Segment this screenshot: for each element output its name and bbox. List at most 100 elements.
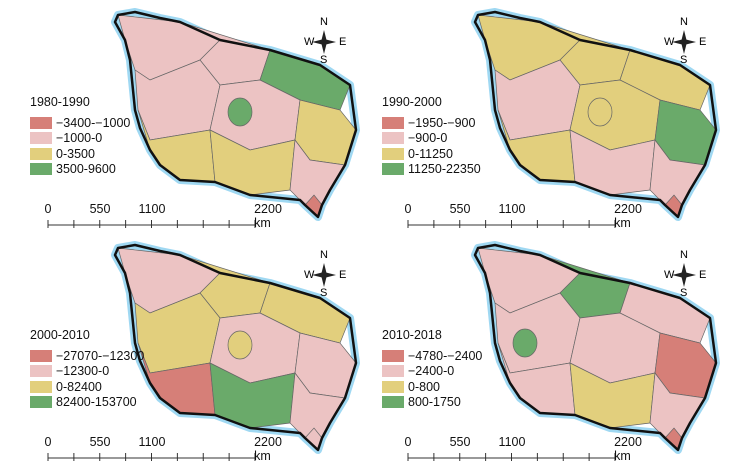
compass-e-label: E bbox=[339, 269, 347, 281]
legend-item: −4780-−2400 bbox=[382, 348, 482, 364]
legend-title: 1990-2000 bbox=[382, 95, 442, 109]
compass-e-label: E bbox=[699, 36, 707, 48]
scale-label: 1100 bbox=[498, 435, 526, 449]
legend-swatch bbox=[30, 380, 52, 393]
legend: 1990-2000 −1950-−900 −900-0 0-11250 11250-22… bbox=[382, 95, 481, 177]
legend-swatch bbox=[30, 365, 52, 378]
scale-label: 550 bbox=[89, 435, 111, 449]
region bbox=[227, 330, 253, 360]
compass-e-label: E bbox=[699, 269, 707, 281]
compass-s-label: S bbox=[320, 54, 328, 66]
map-panel-1980-1990: N S W E 1980-1990 −3400-−1000 −1000-0 0-3500 350… bbox=[0, 0, 366, 233]
legend-swatch bbox=[382, 349, 404, 362]
legend: 2010-2018 −4780-−2400 −2400-0 0-800 800-1750 bbox=[382, 328, 482, 410]
scale-label: 0 bbox=[44, 202, 52, 216]
legend-swatch bbox=[382, 163, 404, 176]
scale-label: 0 bbox=[44, 435, 52, 449]
legend-item: −12300-0 bbox=[30, 364, 144, 380]
compass-needle-we bbox=[312, 39, 336, 45]
scale-label: 2200 km bbox=[614, 435, 642, 463]
scale-label: 550 bbox=[89, 202, 111, 216]
compass-w-label: W bbox=[664, 36, 675, 48]
legend-swatch bbox=[30, 116, 52, 129]
legend-item: −1950-−900 bbox=[382, 115, 481, 131]
compass-s-label: S bbox=[320, 287, 328, 299]
plateau-boundary bbox=[113, 10, 358, 219]
legend-swatch bbox=[382, 116, 404, 129]
legend-item: −1000-0 bbox=[30, 131, 130, 147]
legend: 2000-2010 −27070-−12300 −12300-0 0-82400 824… bbox=[30, 328, 144, 410]
scale-label: 0 bbox=[404, 202, 412, 216]
compass-needle-we bbox=[672, 272, 696, 278]
map-panel-2010-2018: N S W E 2010-2018 −4780-−2400 −2400-0 0-800 800-… bbox=[360, 233, 726, 466]
legend-title: 2000-2010 bbox=[30, 328, 90, 342]
compass-e-label: E bbox=[339, 36, 347, 48]
legend-label: 82400-153700 bbox=[56, 395, 137, 410]
legend-item: 82400-153700 bbox=[30, 395, 144, 411]
legend: 1980-1990 −3400-−1000 −1000-0 0-3500 3500-96… bbox=[30, 95, 130, 177]
legend-label: −1000-0 bbox=[56, 131, 103, 146]
legend-label: −4780-−2400 bbox=[408, 348, 483, 363]
legend-swatch bbox=[30, 163, 52, 176]
legend-swatch bbox=[30, 132, 52, 145]
legend-item: 0-11250 bbox=[382, 146, 481, 162]
legend-label: 0-800 bbox=[408, 379, 440, 394]
scale-label: 2200 km bbox=[254, 435, 282, 463]
legend-label: 0-82400 bbox=[56, 379, 102, 394]
legend-swatch bbox=[30, 396, 52, 409]
legend-item: −2400-0 bbox=[382, 364, 482, 380]
plateau-boundary bbox=[473, 10, 718, 219]
legend-swatch bbox=[382, 365, 404, 378]
compass-n-label: N bbox=[680, 16, 688, 28]
legend-item: 0-800 bbox=[382, 379, 482, 395]
scale-label: 1100 bbox=[138, 202, 166, 216]
legend-label: −2400-0 bbox=[408, 364, 455, 379]
scale-label: 2200 km bbox=[614, 202, 642, 230]
region bbox=[512, 328, 538, 358]
region bbox=[227, 97, 253, 127]
scale-labels: 0 550 1100 2200 km bbox=[40, 202, 282, 232]
scale-labels: 0 550 1100 2200 km bbox=[400, 202, 642, 232]
compass-n-label: N bbox=[680, 249, 688, 261]
plateau-boundary bbox=[113, 243, 358, 452]
legend-swatch bbox=[382, 396, 404, 409]
scale-labels: 0 550 1100 2200 km bbox=[40, 435, 282, 465]
legend-label: 0-11250 bbox=[408, 146, 453, 161]
legend-label: 0-3500 bbox=[56, 146, 95, 161]
scale-label: 2200 km bbox=[254, 202, 282, 230]
legend-swatch bbox=[382, 147, 404, 160]
region bbox=[587, 97, 613, 127]
legend-label: −3400-−1000 bbox=[56, 115, 131, 130]
compass-needle-we bbox=[672, 39, 696, 45]
legend-swatch bbox=[382, 380, 404, 393]
legend-label: 800-1750 bbox=[408, 395, 461, 410]
map-panel-2000-2010: N S W E 2000-2010 −27070-−12300 −12300-0 0-8240… bbox=[0, 233, 366, 466]
legend-label: −900-0 bbox=[408, 131, 448, 146]
scale-label: 0 bbox=[404, 435, 412, 449]
compass-s-label: S bbox=[680, 287, 688, 299]
compass-needle-we bbox=[312, 272, 336, 278]
map-panel-1990-2000: N S W E 1990-2000 −1950-−900 −900-0 0-11250 1125… bbox=[360, 0, 726, 233]
scale-label: 550 bbox=[449, 435, 471, 449]
legend-label: 3500-9600 bbox=[56, 162, 116, 177]
scale-label: 550 bbox=[449, 202, 471, 216]
legend-item: 0-82400 bbox=[30, 379, 144, 395]
legend-item: 0-3500 bbox=[30, 146, 130, 162]
scale-labels: 0 550 1100 2200 km bbox=[400, 435, 642, 465]
compass-s-label: S bbox=[680, 54, 688, 66]
legend-item: 3500-9600 bbox=[30, 162, 130, 178]
legend-title: 1980-1990 bbox=[30, 95, 90, 109]
scale-label: 1100 bbox=[138, 435, 166, 449]
legend-swatch bbox=[30, 349, 52, 362]
legend-item: −900-0 bbox=[382, 131, 481, 147]
compass-w-label: W bbox=[304, 269, 315, 281]
legend-label: −27070-−12300 bbox=[56, 348, 145, 363]
legend-item: −27070-−12300 bbox=[30, 348, 144, 364]
plateau-boundary bbox=[473, 243, 718, 452]
legend-label: −12300-0 bbox=[56, 364, 110, 379]
legend-item: 11250-22350 bbox=[382, 162, 481, 178]
compass-n-label: N bbox=[320, 16, 328, 28]
legend-swatch bbox=[382, 132, 404, 145]
legend-label: −1950-−900 bbox=[408, 115, 476, 130]
